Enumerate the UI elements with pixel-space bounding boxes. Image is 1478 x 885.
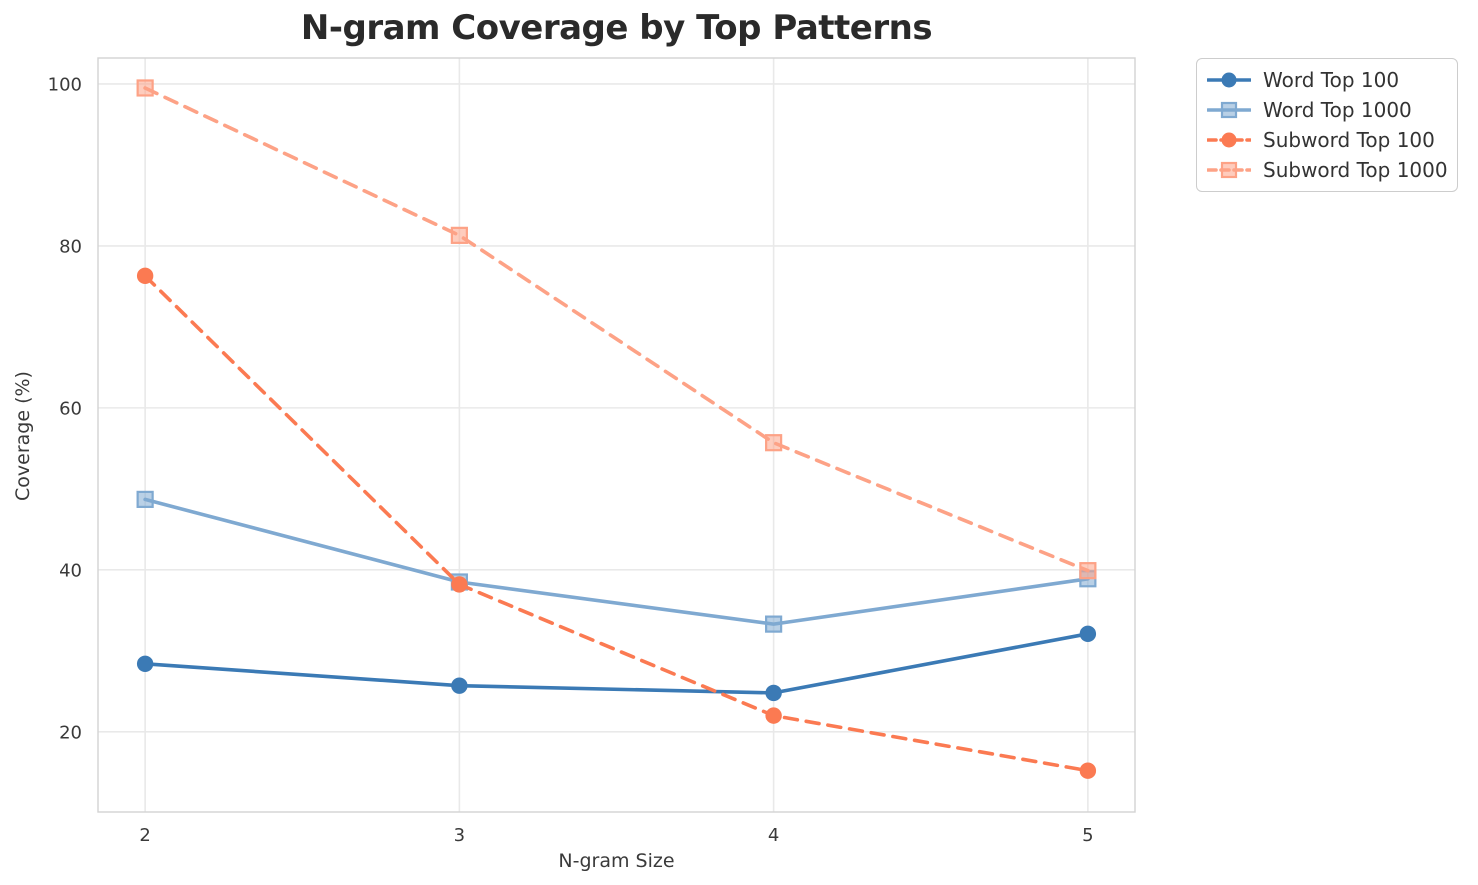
legend-item-label: Word Top 100 — [1263, 68, 1400, 92]
legend-item-label: Subword Top 1000 — [1263, 158, 1448, 182]
data-point-marker — [450, 226, 468, 244]
y-axis-label: Coverage (%) — [12, 371, 34, 501]
legend-item-subword-top-1000: Subword Top 1000 — [1207, 155, 1448, 185]
x-tick-label: 4 — [768, 825, 779, 846]
chart-title: N-gram Coverage by Top Patterns — [300, 8, 933, 48]
series-line-subword-top-100 — [143, 274, 1090, 773]
data-point-marker — [136, 490, 154, 508]
data-point-marker — [765, 434, 783, 452]
data-point-marker — [765, 615, 783, 633]
data-point-marker — [765, 707, 782, 724]
x-axis-label: N-gram Size — [558, 850, 675, 872]
data-point-marker — [765, 684, 782, 702]
x-tick-label: 5 — [1082, 825, 1093, 846]
legend-item-subword-top-100: Subword Top 100 — [1207, 125, 1447, 155]
y-tick-label: 60 — [59, 398, 82, 419]
legend: Word Top 100 Word Top 1000 Subword Top 1… — [1196, 58, 1458, 192]
legend-marker-sample — [1220, 101, 1238, 119]
y-tick-label: 80 — [59, 236, 82, 257]
data-point-marker — [1079, 562, 1097, 580]
x-tick-label: 3 — [454, 825, 465, 846]
data-point-marker — [451, 677, 468, 694]
plot-frame — [97, 57, 1136, 813]
series-line-word-top-100 — [143, 632, 1090, 695]
legend-item-word-top-100: Word Top 100 — [1207, 65, 1447, 95]
data-point-marker — [136, 655, 154, 672]
x-tick-label: 2 — [139, 825, 150, 846]
data-point-marker — [451, 576, 468, 593]
data-point-marker — [136, 79, 154, 97]
legend-item-word-top-1000: Word Top 1000 — [1207, 95, 1447, 125]
legend-item-label: Subword Top 100 — [1263, 128, 1435, 152]
y-tick-label: 20 — [59, 722, 82, 743]
legend-item-label: Word Top 1000 — [1263, 98, 1412, 122]
y-tick-label: 100 — [48, 74, 82, 95]
legend-marker-sample — [1221, 132, 1237, 148]
legend-marker-sample — [1221, 72, 1237, 88]
legend-swatch-subword-top-1000-icon — [1207, 161, 1251, 179]
legend-swatch-subword-top-100-icon — [1207, 132, 1251, 148]
data-point-marker — [1079, 625, 1097, 643]
legend-swatch-word-top-1000-icon — [1207, 101, 1251, 119]
data-point-marker — [1079, 762, 1097, 779]
legend-swatch-word-top-100-icon — [1207, 72, 1251, 88]
data-point-marker — [136, 267, 154, 285]
series-line-subword-top-1000 — [143, 86, 1090, 573]
legend-marker-sample — [1220, 161, 1238, 179]
series-line-word-top-1000 — [143, 497, 1090, 626]
y-tick-label: 40 — [59, 560, 82, 581]
